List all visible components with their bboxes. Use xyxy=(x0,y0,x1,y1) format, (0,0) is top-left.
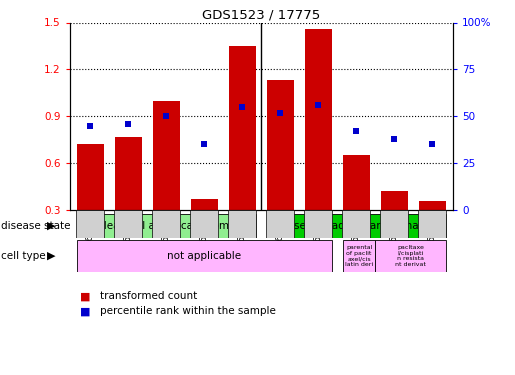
Text: disease state: disease state xyxy=(1,221,71,231)
Bar xyxy=(115,136,142,210)
Text: serous adenocarcinoma: serous adenocarcinoma xyxy=(294,221,419,231)
Title: GDS1523 / 17775: GDS1523 / 17775 xyxy=(202,8,320,21)
Bar xyxy=(228,210,256,238)
Bar xyxy=(77,240,332,272)
Bar xyxy=(152,210,180,238)
Text: ▶: ▶ xyxy=(47,221,56,231)
Text: clear cell adenocarcinoma: clear cell adenocarcinoma xyxy=(98,221,235,231)
Bar xyxy=(342,210,370,238)
Bar xyxy=(343,155,370,210)
Bar xyxy=(266,210,295,238)
Bar xyxy=(191,210,218,238)
Bar xyxy=(305,29,332,210)
Text: cell type: cell type xyxy=(1,251,46,261)
Text: ■: ■ xyxy=(80,291,90,301)
Text: parental
of paclit
axel/cis
latin deri: parental of paclit axel/cis latin deri xyxy=(345,245,373,267)
Bar xyxy=(191,199,218,210)
Bar xyxy=(343,240,375,272)
Bar xyxy=(267,214,445,238)
Bar xyxy=(229,46,255,210)
Bar xyxy=(114,210,143,238)
Text: not applicable: not applicable xyxy=(167,251,242,261)
Bar xyxy=(375,240,445,272)
Bar xyxy=(419,201,445,210)
Text: percentile rank within the sample: percentile rank within the sample xyxy=(100,306,277,316)
Bar xyxy=(267,80,294,210)
Bar xyxy=(77,214,255,238)
Bar xyxy=(304,210,332,238)
Bar xyxy=(381,191,407,210)
Bar xyxy=(380,210,408,238)
Text: pacltaxe
l/cisplati
n resista
nt derivat: pacltaxe l/cisplati n resista nt derivat xyxy=(395,245,426,267)
Bar xyxy=(77,144,104,210)
Bar xyxy=(76,210,105,238)
Bar xyxy=(153,100,180,210)
Text: transformed count: transformed count xyxy=(100,291,198,301)
Text: ▶: ▶ xyxy=(47,251,56,261)
Text: ■: ■ xyxy=(80,306,90,316)
Bar xyxy=(418,210,447,238)
